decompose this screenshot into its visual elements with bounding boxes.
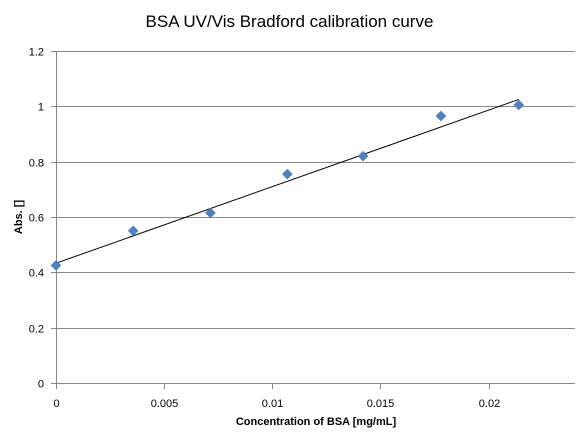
y-axis-label: Abs. [] xyxy=(13,200,25,235)
data-point xyxy=(127,225,139,237)
chart-title: BSA UV/Vis Bradford calibration curve xyxy=(145,12,434,31)
y-tick-label: 0.6 xyxy=(29,213,44,225)
data-point xyxy=(50,260,62,271)
data-point xyxy=(435,110,447,122)
y-tick-label: 1.2 xyxy=(29,47,44,59)
data-point xyxy=(357,150,369,162)
x-tick-label: 0.01 xyxy=(262,398,283,410)
data-point xyxy=(282,168,293,180)
data-point xyxy=(205,207,216,219)
x-axis-label: Concentration of BSA [mg/mL] xyxy=(236,416,397,428)
x-tick-label: 0.015 xyxy=(367,398,395,410)
trendline xyxy=(55,98,519,264)
x-tick-label: 0.02 xyxy=(479,398,500,410)
x-tick-label: 0 xyxy=(53,398,59,410)
y-tick-label: 0 xyxy=(38,379,44,391)
y-tick-label: 1 xyxy=(38,102,44,114)
x-tick-label: 0.005 xyxy=(151,398,179,410)
y-tick-label: 0.2 xyxy=(29,324,44,336)
y-tick-label: 0.4 xyxy=(29,268,44,280)
y-tick-label: 0.8 xyxy=(29,158,44,170)
data-point xyxy=(513,99,525,111)
